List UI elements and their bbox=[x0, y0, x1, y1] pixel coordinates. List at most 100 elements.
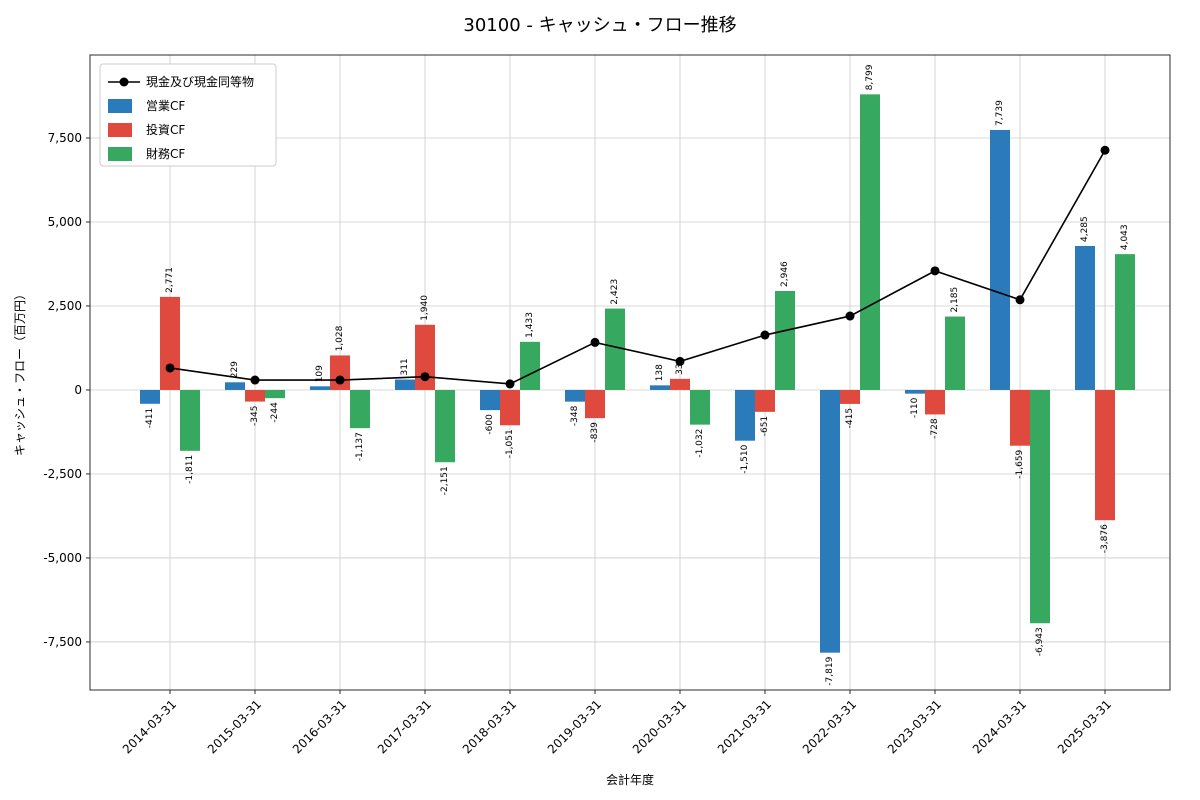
bar-value-label: -1,659 bbox=[1015, 449, 1025, 478]
cash-line-marker bbox=[930, 266, 940, 276]
bar bbox=[265, 389, 285, 399]
y-axis: -7,500 -5,000 -2,500 0 2,500 5,000 7,500 bbox=[43, 131, 90, 649]
bar-value-label: -1,137 bbox=[355, 432, 365, 461]
cash-line-marker bbox=[1015, 295, 1025, 305]
bar-value-label: -3,876 bbox=[1100, 524, 1110, 553]
cash-line-marker bbox=[1100, 145, 1110, 155]
bar-value-label: 138 bbox=[655, 364, 665, 381]
cash-line-marker bbox=[250, 375, 260, 385]
bar-value-label: 2,771 bbox=[165, 267, 175, 293]
bar-value-label: -415 bbox=[845, 408, 855, 428]
x-tick-label: 2024-03-31 bbox=[970, 697, 1029, 756]
bar-value-label: 8,799 bbox=[865, 64, 875, 90]
bar-value-label: -839 bbox=[590, 422, 600, 443]
cash-line-marker bbox=[845, 311, 855, 321]
legend-swatch bbox=[108, 147, 132, 161]
bar-series-3: -1,811 -244 -1,137 -2,151 1,433 2,423 -1,032 2,… bbox=[180, 64, 1135, 656]
bar bbox=[480, 389, 500, 411]
x-tick-label: 2022-03-31 bbox=[800, 697, 859, 756]
y-tick-label: -5,000 bbox=[43, 551, 82, 565]
bar bbox=[860, 94, 880, 390]
legend-swatch bbox=[108, 123, 132, 137]
bar bbox=[160, 296, 180, 390]
bar bbox=[735, 389, 755, 441]
bar bbox=[820, 389, 840, 653]
x-tick-label: 2014-03-31 bbox=[120, 697, 179, 756]
bar bbox=[690, 389, 710, 425]
cash-line-marker bbox=[335, 375, 345, 385]
bar bbox=[840, 389, 860, 404]
bar-value-label: -345 bbox=[250, 406, 260, 426]
bar bbox=[520, 341, 540, 390]
chart-title: 30100 - キャッシュ・フロー推移 bbox=[463, 15, 736, 36]
bar-value-label: 1,940 bbox=[420, 295, 430, 321]
plot-border bbox=[89, 54, 1171, 691]
x-tick-label: 2021-03-31 bbox=[715, 697, 774, 756]
bar bbox=[310, 386, 330, 390]
bar-value-label: -411 bbox=[145, 408, 155, 428]
legend-swatch bbox=[108, 99, 132, 113]
y-tick-label: 2,500 bbox=[48, 299, 82, 313]
x-axis-label: 会計年度 bbox=[606, 772, 654, 787]
x-tick-label: 2023-03-31 bbox=[885, 697, 944, 756]
cash-line-marker bbox=[165, 363, 175, 373]
bar bbox=[925, 389, 945, 415]
bar-value-label: -244 bbox=[270, 402, 280, 423]
legend-label: 営業CF bbox=[146, 99, 185, 113]
legend-marker-sample bbox=[119, 77, 129, 87]
y-tick-label: -7,500 bbox=[43, 635, 82, 649]
bar-value-label: -1,811 bbox=[185, 455, 195, 484]
bar-value-label: -728 bbox=[930, 418, 940, 439]
bar bbox=[1075, 246, 1095, 390]
bar bbox=[225, 382, 245, 390]
bar-value-label: 311 bbox=[400, 358, 410, 375]
bar-series-1: -411 229 109 311 -600 -348 138 -1,510 -7,819 -110… bbox=[140, 100, 1095, 686]
x-tick-label: 2017-03-31 bbox=[375, 697, 434, 756]
bar bbox=[1095, 389, 1115, 521]
bar bbox=[755, 389, 775, 412]
legend-label: 財務CF bbox=[146, 146, 185, 161]
bar-value-label: -110 bbox=[910, 397, 920, 418]
cash-line-marker bbox=[590, 337, 600, 347]
bar bbox=[245, 389, 265, 402]
bar-value-label: 1,028 bbox=[335, 325, 345, 351]
legend-label: 投資CF bbox=[146, 122, 185, 137]
bar-value-label: -1,510 bbox=[740, 444, 750, 473]
bar bbox=[565, 389, 585, 402]
bar bbox=[945, 316, 965, 390]
bar bbox=[1010, 389, 1030, 446]
bar bbox=[650, 385, 670, 390]
bar-value-label: 2,185 bbox=[950, 287, 960, 313]
bar bbox=[330, 355, 350, 390]
bar bbox=[990, 129, 1010, 390]
bar bbox=[395, 379, 415, 390]
cash-line-marker bbox=[505, 379, 515, 389]
bar-value-label: -1,032 bbox=[695, 429, 705, 458]
bar bbox=[1115, 254, 1135, 390]
x-tick-label: 2019-03-31 bbox=[545, 697, 604, 756]
line-series bbox=[165, 145, 1110, 389]
y-tick-label: 0 bbox=[74, 383, 82, 397]
bar bbox=[605, 308, 625, 390]
bar bbox=[775, 290, 795, 390]
x-axis: 2014-03-31 2015-03-31 2016-03-31 2017-03-31… bbox=[120, 690, 1114, 756]
bar bbox=[905, 389, 925, 394]
grid bbox=[90, 55, 1170, 690]
y-tick-label: -2,500 bbox=[43, 467, 82, 481]
y-tick-label: 7,500 bbox=[48, 131, 82, 145]
cash-line-marker bbox=[760, 330, 770, 340]
cash-line bbox=[169, 149, 1106, 385]
bar bbox=[585, 389, 605, 419]
bar-value-label: 331 bbox=[675, 358, 685, 375]
x-tick-label: 2016-03-31 bbox=[290, 697, 349, 756]
bar bbox=[180, 389, 200, 451]
bar bbox=[350, 389, 370, 429]
bar-value-label: -7,819 bbox=[825, 656, 835, 685]
bar bbox=[1030, 389, 1050, 624]
chart-content: -411 229 109 311 -600 -348 138 -1,510 -7,819 -110… bbox=[43, 54, 1171, 756]
bar-value-label: 229 bbox=[230, 361, 240, 378]
bar bbox=[415, 324, 435, 390]
